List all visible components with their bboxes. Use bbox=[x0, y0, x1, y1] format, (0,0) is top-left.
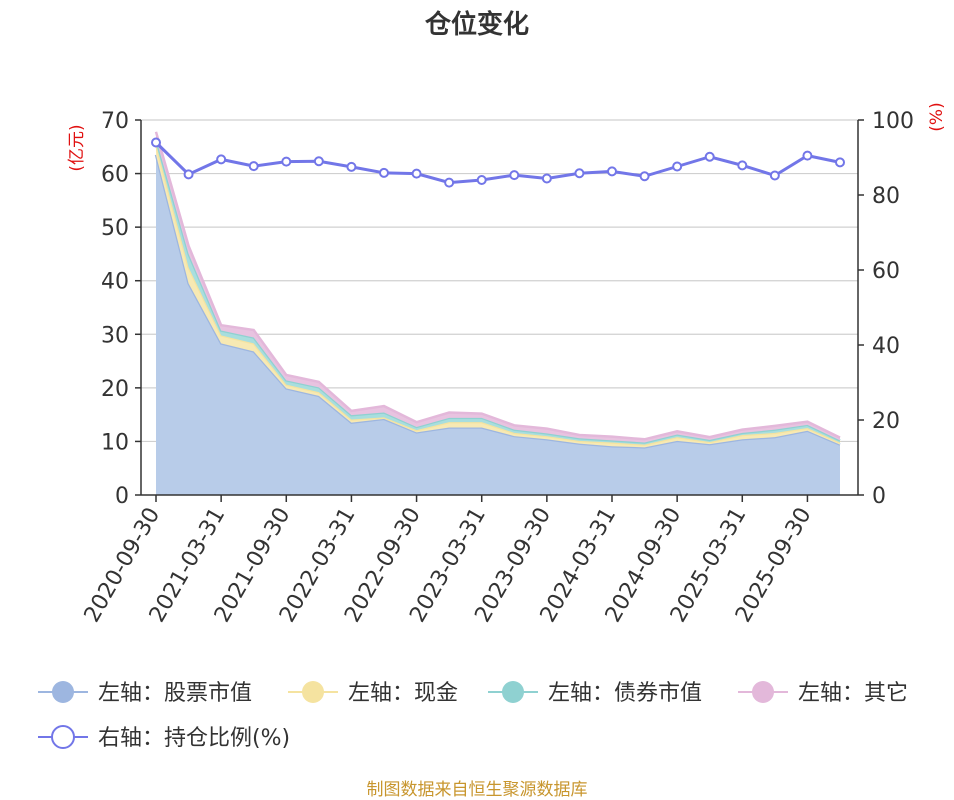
left-tick-label: 60 bbox=[101, 163, 129, 188]
legend-item[interactable]: 左轴：债券市值 bbox=[488, 681, 702, 706]
right-axis-unit: (%) bbox=[927, 102, 947, 131]
right-tick-label: 80 bbox=[872, 184, 900, 209]
right-tick-label: 0 bbox=[872, 484, 886, 509]
chart-title: 仓位变化 bbox=[424, 9, 529, 40]
right-tick-label: 40 bbox=[872, 334, 900, 359]
ratio-point bbox=[769, 170, 780, 181]
ratio-point bbox=[509, 170, 520, 181]
ratio-point bbox=[639, 171, 650, 182]
legend-label: 左轴：现金 bbox=[348, 681, 458, 706]
source-note: 制图数据来自恒生聚源数据库 bbox=[367, 780, 588, 800]
legend-item[interactable]: 左轴：股票市值 bbox=[38, 681, 252, 706]
ratio-point bbox=[281, 156, 292, 167]
ratio-line bbox=[151, 137, 845, 188]
ratio-point bbox=[411, 168, 422, 179]
legend-item[interactable]: 右轴：持仓比例(%) bbox=[38, 725, 290, 751]
right-tick-label: 20 bbox=[872, 409, 900, 434]
legend-label: 右轴：持仓比例(%) bbox=[98, 726, 290, 751]
legend-label: 左轴：股票市值 bbox=[98, 681, 252, 706]
stacked-areas bbox=[154, 131, 841, 496]
legend-marker bbox=[752, 681, 774, 703]
legend-marker bbox=[502, 681, 524, 703]
ratio-point bbox=[802, 150, 813, 161]
left-tick-label: 30 bbox=[101, 323, 129, 348]
right-tick-label: 100 bbox=[872, 109, 914, 134]
ratio-point bbox=[151, 137, 161, 148]
left-axis-unit: (亿元) bbox=[67, 124, 87, 171]
left-tick-label: 70 bbox=[101, 109, 129, 134]
left-tick-label: 10 bbox=[101, 430, 129, 455]
ratio-point bbox=[704, 151, 715, 162]
ratio-point bbox=[379, 167, 389, 178]
legend-label: 左轴：债券市值 bbox=[548, 681, 702, 706]
legend-item[interactable]: 左轴：其它 bbox=[738, 681, 908, 706]
ratio-point bbox=[216, 154, 227, 165]
legend-marker bbox=[52, 681, 74, 703]
ratio-point bbox=[835, 157, 845, 168]
area-series-edge-3 bbox=[154, 131, 841, 441]
legend-label: 左轴：其它 bbox=[798, 681, 908, 706]
ratio-point bbox=[248, 161, 259, 172]
ratio-point bbox=[574, 168, 585, 179]
left-tick-label: 40 bbox=[101, 270, 129, 295]
left-tick-label: 0 bbox=[115, 484, 129, 509]
left-tick-label: 20 bbox=[101, 377, 129, 402]
ratio-point bbox=[476, 175, 487, 185]
legend-item[interactable]: 左轴：现金 bbox=[288, 681, 458, 706]
ratio-point bbox=[346, 161, 357, 172]
ratio-point bbox=[541, 173, 552, 184]
legend-marker bbox=[302, 681, 324, 703]
ratio-point bbox=[607, 166, 617, 177]
legend-marker bbox=[51, 725, 75, 749]
ratio-point bbox=[737, 160, 748, 171]
ratio-point bbox=[183, 169, 194, 180]
left-tick-label: 50 bbox=[101, 216, 129, 241]
ratio-point bbox=[313, 156, 324, 167]
ratio-point bbox=[672, 161, 683, 172]
ratio-line-path bbox=[154, 141, 841, 185]
right-tick-label: 60 bbox=[872, 259, 900, 284]
area-series-0 bbox=[156, 154, 840, 496]
ratio-point bbox=[444, 177, 455, 188]
